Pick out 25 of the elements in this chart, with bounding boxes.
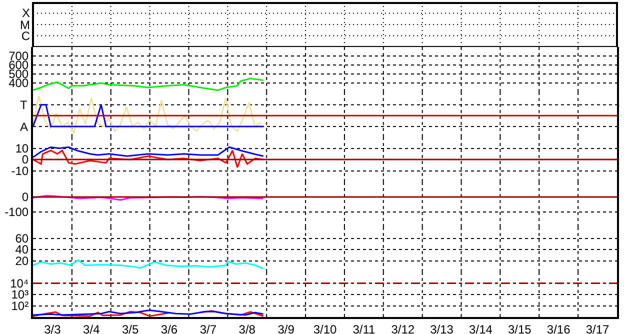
y-tick-label: 10⁴ [10,276,29,290]
x-tick-label: 3/4 [83,322,100,334]
x-tick-label: 3/11 [352,322,376,334]
x-tick-label: 3/8 [238,322,256,334]
y-tick-label: 0 [22,190,29,204]
x-tick-label: 3/14 [469,322,493,334]
x-tick-label: 3/16 [546,322,571,334]
ref-line-label: A [20,120,28,134]
x-tick-label: 3/7 [200,322,217,334]
x-tick-label: 3/15 [508,322,532,334]
y-tick-label: -100 [4,205,29,220]
y-tick-label: 60 [15,231,29,246]
x-tick-label: 3/6 [160,322,178,334]
text: X [20,6,30,20]
x-tick-label: 3/17 [586,322,610,334]
x-tick-label: 3/9 [278,322,295,334]
x-tick-label: 3/10 [313,322,337,334]
x-tick-label: 3/5 [122,322,139,334]
y-tick-label: 10 [15,141,29,156]
x-tick-label: 3/3 [44,322,62,334]
ref-line-label: T [20,98,28,112]
x-tick-label: 3/13 [430,322,454,334]
text: M [19,18,30,32]
x-tick-label: 3/12 [391,322,415,334]
text: C [20,28,30,43]
